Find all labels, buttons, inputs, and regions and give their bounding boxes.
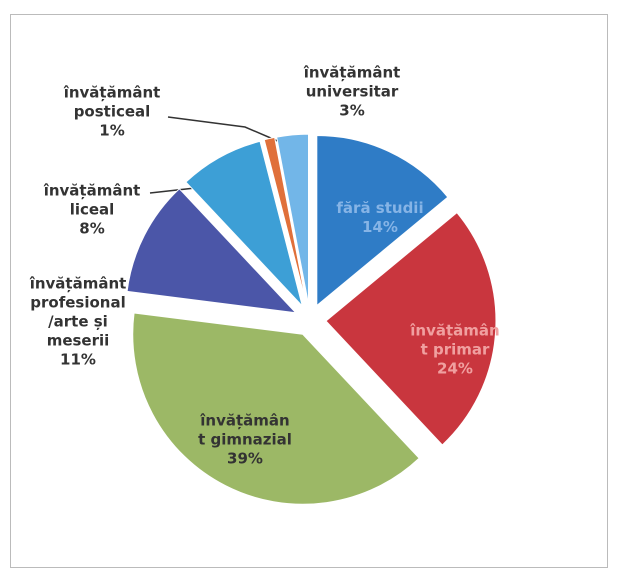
category-label: învățământ liceal <box>43 181 141 219</box>
pie-slice <box>126 188 298 314</box>
category-label: învățămân t gimnazial <box>198 411 292 449</box>
value-label: 1% <box>99 121 125 140</box>
value-label: 3% <box>339 101 365 120</box>
value-label: 24% <box>437 359 473 378</box>
category-label: învățământ universitar <box>303 63 401 101</box>
pie-slice <box>276 133 309 305</box>
value-label: 11% <box>60 350 96 369</box>
slice-label: învățămân t gimnazial 39% <box>198 412 292 469</box>
slice-label: învățământ profesional /arte și meserii 1… <box>30 275 127 370</box>
value-label: 8% <box>79 219 105 238</box>
leader-line <box>167 116 281 143</box>
slice-label: învățămân t primar 24% <box>410 322 499 379</box>
category-label: învățământ profesional /arte și meserii <box>29 274 127 350</box>
slice-label: învățământ liceal 8% <box>44 182 141 239</box>
category-label: învățămân t primar <box>410 321 500 359</box>
pie-slice <box>132 312 420 505</box>
slice-label: învățământ universitar 3% <box>304 64 401 121</box>
pie-slice <box>325 211 497 446</box>
slice-label: învățământ posticeal 1% <box>64 84 161 141</box>
chart-frame <box>10 14 608 568</box>
pie-slice <box>316 135 449 307</box>
pie-slice <box>185 140 303 307</box>
pie-slice <box>263 136 308 305</box>
category-label: învățământ posticeal <box>63 83 161 121</box>
category-label: fără studii <box>336 199 424 217</box>
value-label: 39% <box>227 449 263 468</box>
slice-label: fără studii 14% <box>336 199 423 237</box>
value-label: 14% <box>362 218 398 236</box>
